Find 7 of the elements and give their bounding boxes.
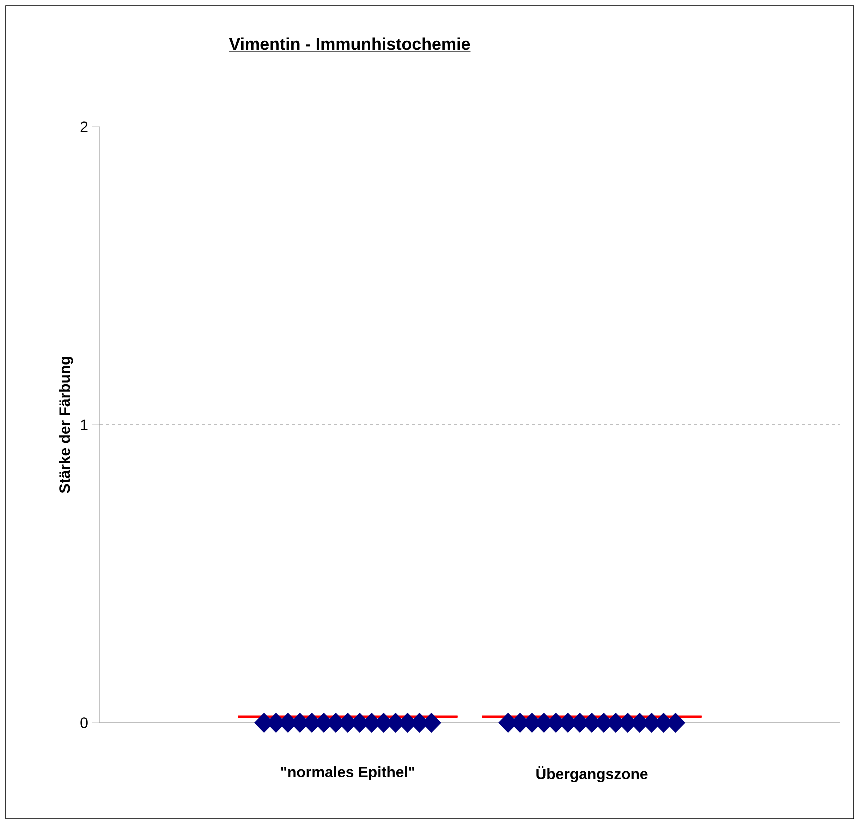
y-axis-title: Stärke der Färbung [59,357,74,494]
y-tick-label: 0 [80,718,88,728]
x-tick-label: Übergangszone [536,766,648,783]
chart-title: Vimentin - Immunhistochemie [229,38,470,50]
x-tick-label: "normales Epithel" [281,766,415,780]
y-tick-label: 2 [80,122,88,132]
y-tick-label: 1 [81,420,88,430]
